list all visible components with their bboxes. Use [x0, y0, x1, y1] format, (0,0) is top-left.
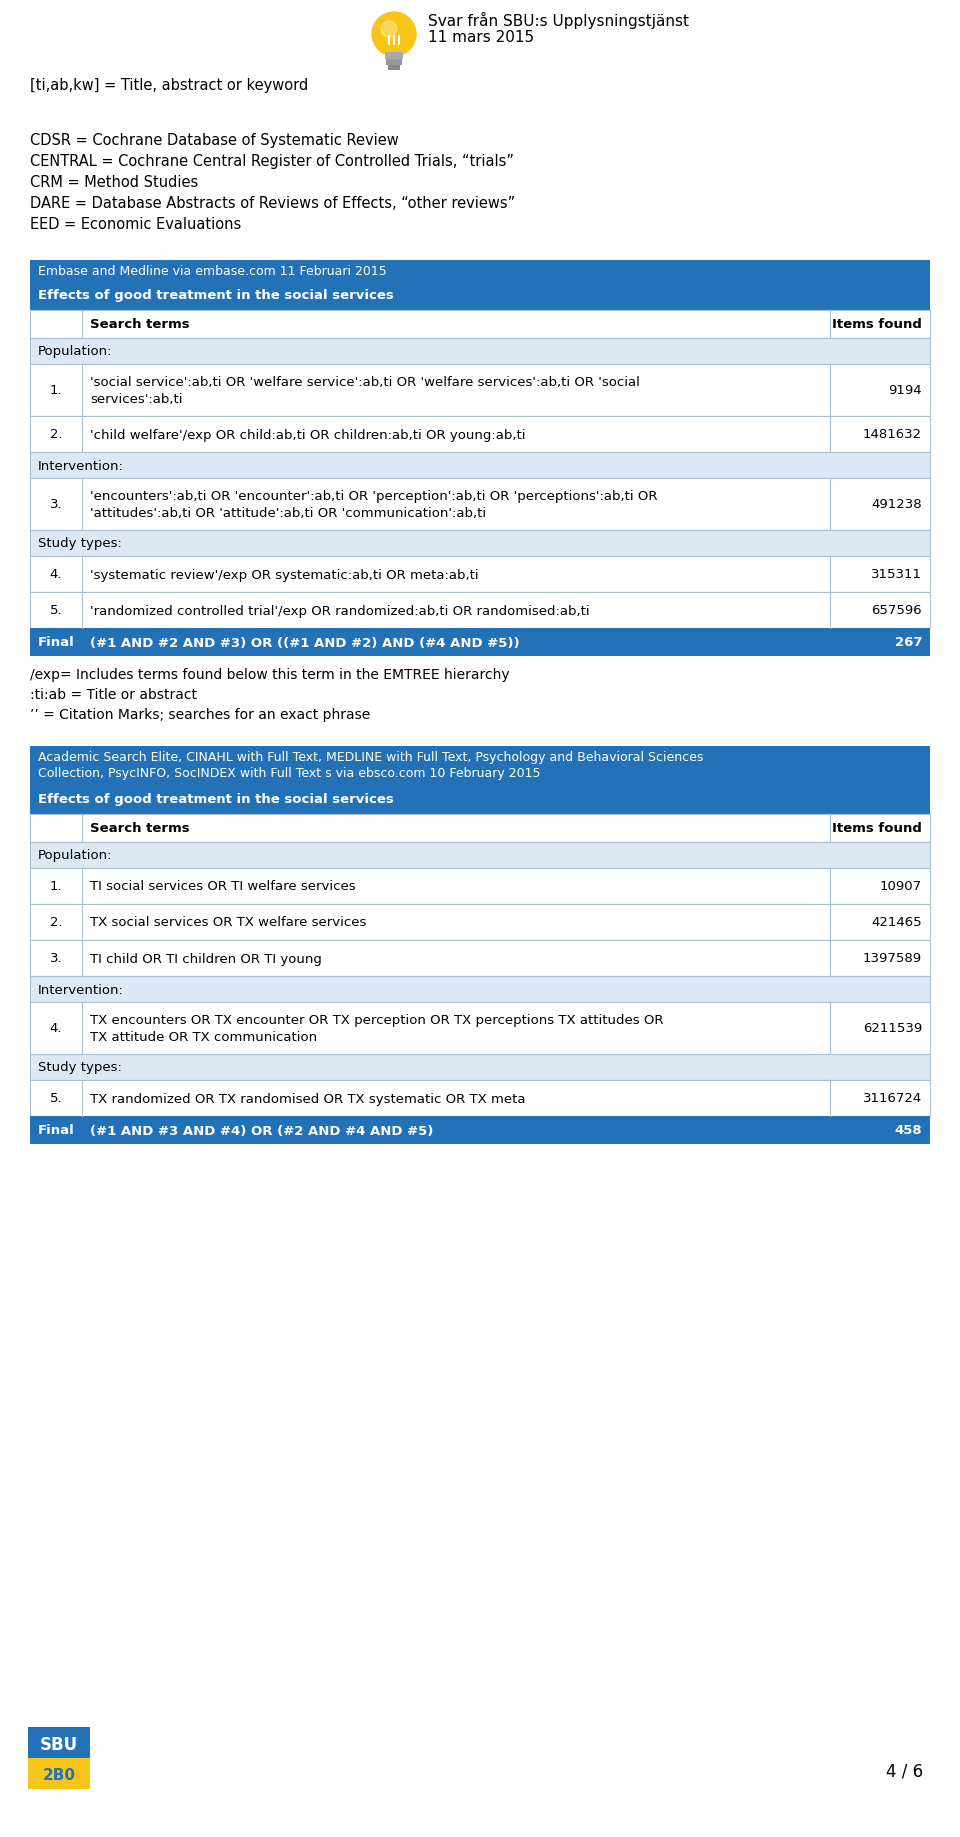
Text: 1481632: 1481632 [863, 428, 922, 441]
Text: Effects of good treatment in the social services: Effects of good treatment in the social … [38, 794, 394, 806]
Circle shape [372, 13, 416, 55]
Text: 3116724: 3116724 [863, 1093, 922, 1106]
Bar [30, 338, 930, 364]
Text: 5.: 5. [50, 1093, 62, 1106]
Text: 491238: 491238 [872, 498, 922, 511]
Text: 2.: 2. [50, 428, 62, 441]
Text: 9194: 9194 [888, 384, 922, 397]
Text: 4 / 6: 4 / 6 [886, 1762, 924, 1780]
Bar [30, 628, 930, 656]
Text: Study types:: Study types: [38, 538, 122, 551]
Text: 267: 267 [895, 636, 922, 650]
Text: 10907: 10907 [880, 880, 922, 893]
Text: 421465: 421465 [872, 917, 922, 930]
Text: Effects of good treatment in the social services: Effects of good treatment in the social … [38, 288, 394, 301]
Bar [30, 592, 930, 628]
Text: 2.: 2. [50, 917, 62, 930]
Bar [30, 478, 930, 531]
Bar [30, 1054, 930, 1080]
Text: TX randomized OR TX randomised OR TX systematic OR TX meta: TX randomized OR TX randomised OR TX sys… [90, 1093, 525, 1106]
Bar [30, 941, 930, 975]
Text: DARE = Database Abstracts of Reviews of Effects, “other reviews”: DARE = Database Abstracts of Reviews of … [30, 197, 516, 211]
Bar [386, 59, 402, 64]
Bar [30, 261, 930, 310]
Text: Population:: Population: [38, 849, 112, 863]
Bar [30, 415, 930, 452]
Text: Embase and Medline via embase.com 11 Februari 2015: Embase and Medline via embase.com 11 Feb… [38, 265, 387, 277]
Text: Svar från SBU:s Upplysningstjänst: Svar från SBU:s Upplysningstjänst [428, 13, 689, 29]
Text: 4.: 4. [50, 1023, 62, 1036]
Text: 'randomized controlled trial'/exp OR randomized:ab,ti OR randomised:ab,ti: 'randomized controlled trial'/exp OR ran… [90, 604, 589, 617]
Text: Search terms: Search terms [90, 318, 190, 331]
Bar [30, 841, 930, 869]
Text: CRM = Method Studies: CRM = Method Studies [30, 175, 199, 189]
Text: Intervention:: Intervention: [38, 459, 124, 472]
Text: TX encounters OR TX encounter OR TX perception OR TX perceptions TX attitudes OR: TX encounters OR TX encounter OR TX perc… [90, 1014, 663, 1043]
Bar [30, 557, 930, 592]
Text: 'child welfare'/exp OR child:ab,ti OR children:ab,ti OR young:ab,ti: 'child welfare'/exp OR child:ab,ti OR ch… [90, 428, 525, 441]
Text: Study types:: Study types: [38, 1062, 122, 1075]
Text: 'encounters':ab,ti OR 'encounter':ab,ti OR 'perception':ab,ti OR 'perceptions':a: 'encounters':ab,ti OR 'encounter':ab,ti … [90, 490, 658, 520]
Bar [30, 1080, 930, 1117]
Text: 1.: 1. [50, 880, 62, 893]
Text: TX social services OR TX welfare services: TX social services OR TX welfare service… [90, 917, 367, 930]
Text: 3.: 3. [50, 498, 62, 511]
Bar [385, 51, 403, 59]
Bar [30, 1001, 930, 1054]
Bar [28, 1758, 90, 1789]
Text: 2B0: 2B0 [42, 1767, 76, 1782]
Text: (#1 AND #2 AND #3) OR ((#1 AND #2) AND (#4 AND #5)): (#1 AND #2 AND #3) OR ((#1 AND #2) AND (… [90, 636, 519, 650]
Text: Population:: Population: [38, 345, 112, 358]
Bar [30, 452, 930, 478]
Text: EED = Economic Evaluations: EED = Economic Evaluations [30, 217, 241, 231]
Text: Academic Search Elite, CINAHL with Full Text, MEDLINE with Full Text, Psychology: Academic Search Elite, CINAHL with Full … [38, 751, 704, 781]
Text: 657596: 657596 [872, 604, 922, 617]
Text: 3.: 3. [50, 953, 62, 966]
Bar [30, 1117, 930, 1144]
Bar [30, 364, 930, 415]
Text: 4.: 4. [50, 568, 62, 582]
Bar [388, 64, 400, 70]
Text: Final: Final [37, 1124, 74, 1137]
Text: Items found: Items found [832, 823, 922, 836]
Text: 1397589: 1397589 [863, 953, 922, 966]
Bar [30, 869, 930, 904]
Text: 458: 458 [895, 1124, 922, 1137]
Bar [30, 814, 930, 841]
Text: CENTRAL = Cochrane Central Register of Controlled Trials, “trials”: CENTRAL = Cochrane Central Register of C… [30, 154, 514, 169]
Text: TI child OR TI children OR TI young: TI child OR TI children OR TI young [90, 953, 322, 966]
Bar [28, 1727, 90, 1758]
Text: CDSR = Cochrane Database of Systematic Review: CDSR = Cochrane Database of Systematic R… [30, 132, 398, 149]
Text: Intervention:: Intervention: [38, 983, 124, 996]
Bar [30, 904, 930, 941]
Text: [ti,ab,kw] = Title, abstract or keyword: [ti,ab,kw] = Title, abstract or keyword [30, 77, 308, 94]
Bar [30, 975, 930, 1001]
Text: Items found: Items found [832, 318, 922, 331]
Text: (#1 AND #3 AND #4) OR (#2 AND #4 AND #5): (#1 AND #3 AND #4) OR (#2 AND #4 AND #5) [90, 1124, 433, 1137]
Text: 'social service':ab,ti OR 'welfare service':ab,ti OR 'welfare services':ab,ti OR: 'social service':ab,ti OR 'welfare servi… [90, 377, 640, 406]
Bar [30, 746, 930, 814]
Bar [30, 310, 930, 338]
Text: 6211539: 6211539 [863, 1023, 922, 1036]
Text: SBU: SBU [40, 1736, 78, 1754]
Text: /exp= Includes terms found below this term in the EMTREE hierarchy: /exp= Includes terms found below this te… [30, 669, 510, 682]
Text: 1.: 1. [50, 384, 62, 397]
Text: 11 mars 2015: 11 mars 2015 [428, 29, 534, 44]
Text: 'systematic review'/exp OR systematic:ab,ti OR meta:ab,ti: 'systematic review'/exp OR systematic:ab… [90, 568, 479, 582]
Text: 315311: 315311 [871, 568, 922, 582]
Circle shape [381, 20, 397, 37]
Text: 5.: 5. [50, 604, 62, 617]
Bar [30, 531, 930, 557]
Text: ’’ = Citation Marks; searches for an exact phrase: ’’ = Citation Marks; searches for an exa… [30, 707, 371, 722]
Text: Final: Final [37, 636, 74, 650]
Text: Search terms: Search terms [90, 823, 190, 836]
Text: TI social services OR TI welfare services: TI social services OR TI welfare service… [90, 880, 355, 893]
Text: :ti:ab = Title or abstract: :ti:ab = Title or abstract [30, 689, 197, 702]
